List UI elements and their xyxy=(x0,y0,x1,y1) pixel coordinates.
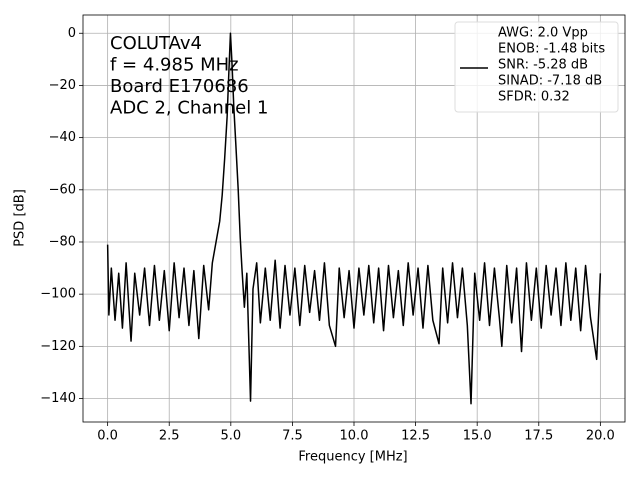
annotation: Board E170686 xyxy=(110,76,249,97)
x-tick-label: 10.0 xyxy=(340,429,369,444)
plot-area xyxy=(106,32,602,405)
legend-label: SINAD: -7.18 dB xyxy=(498,74,602,89)
x-tick-label: 20.0 xyxy=(586,429,615,444)
annotation: ADC 2, Channel 1 xyxy=(110,98,268,119)
x-tick-label: 17.5 xyxy=(524,429,553,444)
y-tick-label: −60 xyxy=(49,182,76,197)
y-tick-label: −40 xyxy=(49,130,76,145)
x-tick-label: 2.5 xyxy=(159,429,180,444)
x-tick-label: 7.5 xyxy=(282,429,303,444)
x-axis-label: Frequency [MHz] xyxy=(298,450,407,465)
x-tick-label: 15.0 xyxy=(463,429,492,444)
y-tick-label: 0 xyxy=(68,26,76,41)
annotation: f = 4.985 MHz xyxy=(110,55,239,76)
annotation: COLUTAv4 xyxy=(110,33,202,54)
x-tick-label: 0.0 xyxy=(97,429,118,444)
legend-label: ENOB: -1.48 bits xyxy=(498,42,605,57)
legend-label: AWG: 2.0 Vpp xyxy=(498,26,588,41)
y-tick-label: −140 xyxy=(40,391,76,406)
y-axis-label: PSD [dB] xyxy=(13,189,28,247)
y-tick-label: −80 xyxy=(49,234,76,249)
legend-label: SFDR: 0.32 xyxy=(498,90,570,105)
y-tick-label: −20 xyxy=(49,78,76,93)
legend-label: SNR: -5.28 dB xyxy=(498,58,588,73)
psd-line xyxy=(106,32,602,405)
x-tick-label: 5.0 xyxy=(220,429,241,444)
y-tick-label: −100 xyxy=(40,287,76,302)
y-tick-label: −120 xyxy=(40,339,76,354)
x-tick-label: 12.5 xyxy=(401,429,430,444)
legend-box xyxy=(454,21,619,113)
